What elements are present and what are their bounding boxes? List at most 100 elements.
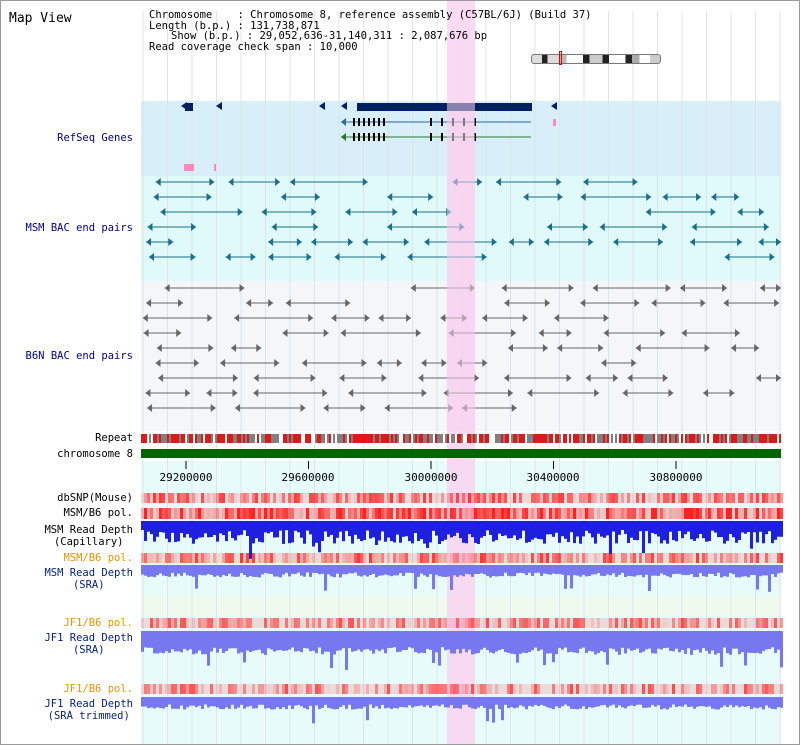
jf1-trim-depth-bar [375,697,378,707]
exon [430,118,432,126]
msm-depth-sra-bar [333,565,336,578]
msm-depth-capillary-bar [201,521,204,538]
dbsnp-strip [639,493,642,503]
msm-depth-capillary-bar [561,521,564,537]
refseq-genes-label[interactable]: RefSeq Genes [57,132,133,144]
b6n-bac-end [274,359,280,367]
msm-depth-capillary-bar [537,521,540,539]
msm-b6-pol-strip [201,553,204,563]
dbsnp-strip [471,493,474,503]
jf1-b6-pol-strip [699,618,702,628]
repeat-segment [271,434,273,443]
msm-b6-pol-strip [753,508,756,519]
jf1-b6-pol-strip [678,684,681,694]
dbsnp-strip [213,493,216,503]
msm-depth-capillary-bar [291,521,294,543]
jf1-b6-pol-strip [147,684,150,694]
dbsnp-strip [249,493,252,503]
jf1-trim-depth-bar [297,697,300,705]
repeat-segment [293,434,295,443]
msm-bac-end [268,253,274,261]
msm-b6-pol-strip [435,508,438,519]
msm-bac-label[interactable]: MSM BAC end pairs [25,222,133,234]
jf1-b6-pol-strip [198,618,201,628]
msm-depth-capillary-bar [315,521,318,543]
msm-depth-sra-bar [750,565,753,575]
repeat-segment [511,434,513,443]
msm-depth-capillary-bar [735,521,738,543]
dbsnp-strip [285,493,288,503]
jf1-trim-depth-bar [687,697,690,707]
jf1-trim-depth-bar [432,697,435,706]
b6n-bac-label[interactable]: B6N BAC end pairs [25,350,133,362]
jf1-depth-bar [306,631,309,649]
jf1-trim-depth-bar [729,697,732,705]
msm-b6-pol-strip [156,508,159,519]
repeat-segment [529,434,531,443]
jf1-b6-pol-strip [546,618,549,628]
msm-depth-sra-bar [687,565,690,575]
dbsnp-strip [429,493,432,503]
jf1-trim-depth-bar [612,697,615,705]
msm-depth-sra-bar [267,565,270,574]
jf1-trim-depth-bar [219,697,222,709]
jf1-trim-depth-bar [471,697,474,709]
b6n-bac-end [410,284,416,292]
msm-depth-sra-bar [387,565,390,576]
msm-b6-pol-strip [165,553,168,563]
msm-depth-capillary-bar [702,521,705,539]
dbsnp-strip [180,493,183,503]
msm-depth-capillary-bar [252,521,255,544]
msm-b6-pol-strip [585,553,588,563]
b6n-bac-end [665,284,671,292]
repeat-segment [177,434,179,443]
msm-depth-sra-bar [534,565,537,573]
b6n-bac-end [421,389,427,397]
msm-depth-capillary-bar [684,521,687,535]
dbsnp-strip [207,493,210,503]
chromosome-ideogram[interactable] [531,54,661,64]
jf1-trim-depth-bar [351,697,354,710]
jf1-b6-pol-strip [147,618,150,628]
b6n-bac-end [232,374,238,382]
msm-depth-capillary-bar [171,521,174,533]
msm-b6-pol-strip [426,508,429,519]
jf1-b6-pol-strip [699,684,702,694]
msm-depth-sra-bar [315,565,318,573]
msm-depth-sra-bar [381,565,384,576]
msm-depth-capillary-bar [486,521,489,531]
repeat-segment [545,434,547,443]
msm-depth-sra-bar [567,565,570,576]
msm-b6-pol-strip [618,553,621,563]
msm-b6-pol-strip [360,508,363,519]
dbsnp-strip [261,493,264,503]
msm-b6-pol-strip [624,508,627,519]
jf1-b6-pol-strip [600,684,603,694]
dbsnp-strip [357,493,360,503]
jf1-b6-pol-strip [558,684,561,694]
jf1-b6-pol-strip [405,684,408,694]
gene-arrow [341,102,347,110]
msm-b6-pol-strip [570,508,573,519]
dbsnp-strip [255,493,258,503]
jf1-b6-pol-strip [153,618,156,628]
b6n-bac-end [612,374,618,382]
jf1-b6-pol-strip [567,684,570,694]
jf1-trim-depth-bar [555,697,558,707]
msm-b6-pol-strip [621,553,624,563]
jf1-trim-depth-bar [228,697,231,709]
msm-b6-pol-strip [660,553,663,563]
msm-bac-end [613,238,619,246]
jf1-b6-pol-strip [243,618,246,628]
jf1-depth-bar [210,631,213,652]
msm-depth-capillary-bar [558,521,561,543]
msm-depth-sra-bar [366,565,369,577]
dbsnp-strip [765,493,768,503]
msm-depth-capillary-bar [417,521,420,541]
jf1-trim-depth-bar [492,697,495,723]
b6n-bac-end [704,344,710,352]
jf1-trim-depth-bar [666,697,669,710]
msm-b6-pol-strip [153,508,156,519]
msm-b6-pol-strip [639,508,642,519]
